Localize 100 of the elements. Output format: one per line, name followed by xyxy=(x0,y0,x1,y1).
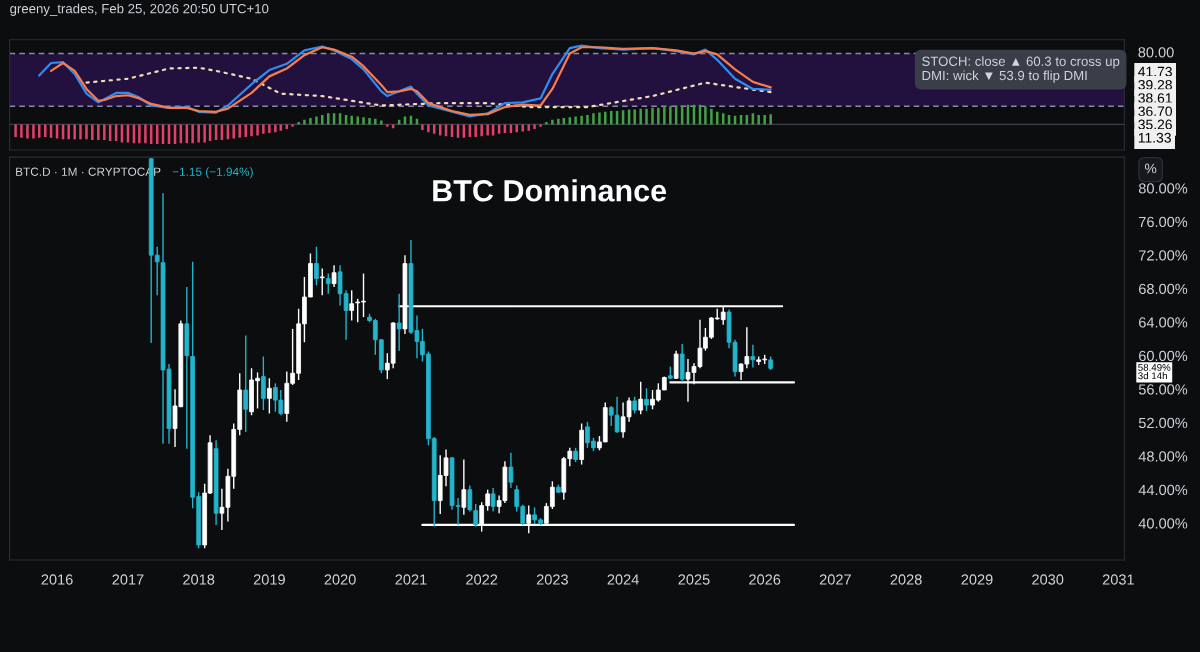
text: 36.70 xyxy=(1138,106,1172,117)
bar xyxy=(586,114,589,125)
candlestick xyxy=(750,344,756,369)
text: 39.28 xyxy=(1138,79,1172,90)
bar xyxy=(197,124,200,143)
bar xyxy=(527,124,530,131)
bar xyxy=(580,115,583,125)
x-tick-label: 2024 xyxy=(607,574,639,585)
bar xyxy=(79,124,82,140)
bar xyxy=(545,122,548,125)
bar xyxy=(262,124,265,134)
bar xyxy=(386,124,389,127)
bar xyxy=(73,124,76,140)
bar xyxy=(368,118,371,125)
bar xyxy=(645,108,648,125)
bar xyxy=(103,124,106,141)
bar xyxy=(320,114,324,125)
bar xyxy=(203,124,206,143)
x-tick-label: 2023 xyxy=(536,574,568,585)
y-tick-label: 56.00% xyxy=(1138,384,1188,395)
bar xyxy=(91,124,94,141)
bar xyxy=(639,108,642,125)
bar xyxy=(374,118,377,125)
x-tick-label: 2016 xyxy=(41,574,73,585)
bar xyxy=(610,111,613,125)
candlestick xyxy=(319,267,325,297)
bar xyxy=(356,116,359,125)
text: 35.26 xyxy=(1138,119,1172,130)
candlestick xyxy=(644,387,649,412)
bar xyxy=(250,124,253,137)
candlestick xyxy=(508,452,514,489)
bar xyxy=(557,118,560,125)
y-tick-label: 52.00% xyxy=(1138,417,1188,429)
bar xyxy=(67,124,70,140)
x-tick-label: 2031 xyxy=(1102,574,1134,585)
bar xyxy=(291,124,294,127)
bar xyxy=(26,124,29,139)
bar xyxy=(274,124,277,133)
y-tick-label: 64.00% xyxy=(1139,317,1188,328)
text: % xyxy=(1144,163,1157,174)
candlestick xyxy=(267,377,272,415)
candlestick xyxy=(638,380,644,416)
y-tick-label: 68.00% xyxy=(1139,283,1188,295)
bar xyxy=(604,111,607,125)
bar xyxy=(421,124,424,130)
bar xyxy=(191,124,194,144)
x-tick-label: 2025 xyxy=(678,574,710,585)
y-tick-label: 80.00% xyxy=(1138,183,1188,194)
candlestick xyxy=(331,264,337,288)
bar xyxy=(704,106,707,125)
x-tick-label: 2029 xyxy=(961,574,993,585)
bar xyxy=(533,124,536,130)
bar xyxy=(574,116,577,125)
text: BTC Dominance xyxy=(433,179,667,202)
x-tick-label: 2026 xyxy=(749,574,781,585)
candlestick xyxy=(461,458,467,516)
x-tick-label: 2018 xyxy=(183,574,215,585)
bar xyxy=(480,124,483,137)
text: 11.33 xyxy=(1138,132,1171,143)
bar xyxy=(663,106,666,125)
bar xyxy=(486,124,489,136)
bar xyxy=(97,124,100,141)
text: 80.00 xyxy=(1138,47,1174,58)
bar xyxy=(350,115,353,125)
bar xyxy=(657,107,660,125)
candlestick xyxy=(473,503,479,528)
text: 58.49% 3d 14h xyxy=(1138,363,1171,380)
bar xyxy=(256,124,259,136)
bar xyxy=(20,124,23,138)
bar xyxy=(326,113,330,125)
bar xyxy=(32,124,35,139)
bar xyxy=(14,124,17,137)
bar xyxy=(303,119,306,125)
bar xyxy=(244,124,247,137)
candlestick xyxy=(261,355,266,411)
bar xyxy=(362,117,365,125)
x-tick-label: 2022 xyxy=(466,574,498,585)
bar xyxy=(309,118,312,125)
x-tick-label: 2027 xyxy=(819,574,851,585)
candlestick xyxy=(490,487,496,513)
bar xyxy=(380,120,383,125)
bar xyxy=(238,124,241,138)
y-tick-label: 72.00% xyxy=(1139,250,1188,261)
bar xyxy=(592,113,595,125)
bar xyxy=(710,108,713,125)
bar xyxy=(769,114,772,125)
annotation: STOCH: close ▲ 60.3 to cross up DMI: wick ▼ 53.9 to flip DMI xyxy=(922,56,1120,83)
bar xyxy=(669,106,672,125)
bar xyxy=(551,119,554,125)
bar xyxy=(268,124,271,134)
y-tick-label: 44.00% xyxy=(1138,484,1188,496)
text: greeny_trades, Feb 25, 2026 20:50 UTC+10 xyxy=(10,3,269,16)
bar xyxy=(297,122,300,125)
y-tick-label: 60.00% xyxy=(1139,350,1188,362)
bar xyxy=(757,114,760,125)
bar xyxy=(144,124,147,144)
bar xyxy=(43,124,47,137)
y-tick-label: 48.00% xyxy=(1138,451,1188,462)
bar xyxy=(315,116,318,125)
x-tick-label: 2030 xyxy=(1032,574,1064,585)
